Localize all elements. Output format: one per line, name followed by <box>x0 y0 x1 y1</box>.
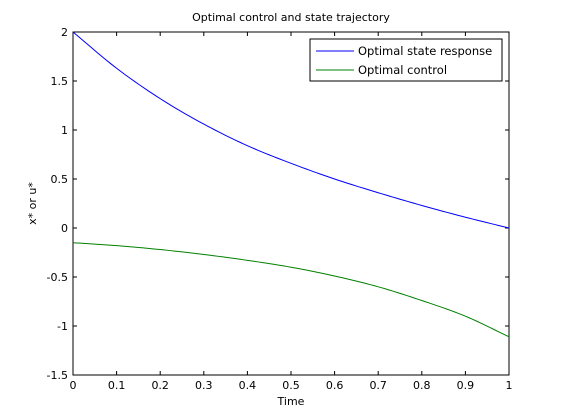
plot-area <box>72 31 510 376</box>
x-tick-label: 0.4 <box>239 379 257 392</box>
y-tick-label: 0.5 <box>51 173 69 186</box>
legend-label: Optimal control <box>358 63 447 77</box>
y-tick-label: 1 <box>61 124 68 137</box>
series-line-1 <box>72 242 510 338</box>
chart-title: Optimal control and state trajectory <box>192 11 390 24</box>
x-axis: 0 0.1 0.2 0.3 0.4 0.5 0.6 0.7 0.8 0.9 1 <box>70 32 513 392</box>
y-tick-label: -1 <box>57 320 68 333</box>
x-tick-label: 0.3 <box>195 379 213 392</box>
x-tick-label: 0.5 <box>282 379 300 392</box>
y-tick-label: 0 <box>61 222 68 235</box>
x-tick-label: 0.7 <box>369 379 387 392</box>
y-axis: -1.5 -1 -0.5 0 0.5 1 1.5 2 <box>47 26 509 382</box>
x-tick-label: 0 <box>70 379 77 392</box>
y-tick-label: -1.5 <box>47 369 68 382</box>
series-line-0 <box>72 31 510 229</box>
x-tick-label: 0.6 <box>326 379 344 392</box>
x-tick-label: 1 <box>506 379 513 392</box>
x-tick-label: 0.1 <box>108 379 126 392</box>
legend-label: Optimal state response <box>358 44 492 58</box>
y-tick-label: 1.5 <box>51 75 69 88</box>
y-axis-label: x* or u* <box>26 182 39 225</box>
legend-box <box>309 38 503 82</box>
x-axis-label: Time <box>277 395 305 408</box>
y-tick-label: 2 <box>61 26 68 39</box>
x-tick-label: 0.2 <box>151 379 169 392</box>
series-lines <box>72 31 510 338</box>
y-tick-label: -0.5 <box>47 271 68 284</box>
x-tick-label: 0.8 <box>413 379 431 392</box>
legend: Optimal state response Optimal control <box>309 38 503 82</box>
x-tick-label: 0.9 <box>457 379 475 392</box>
